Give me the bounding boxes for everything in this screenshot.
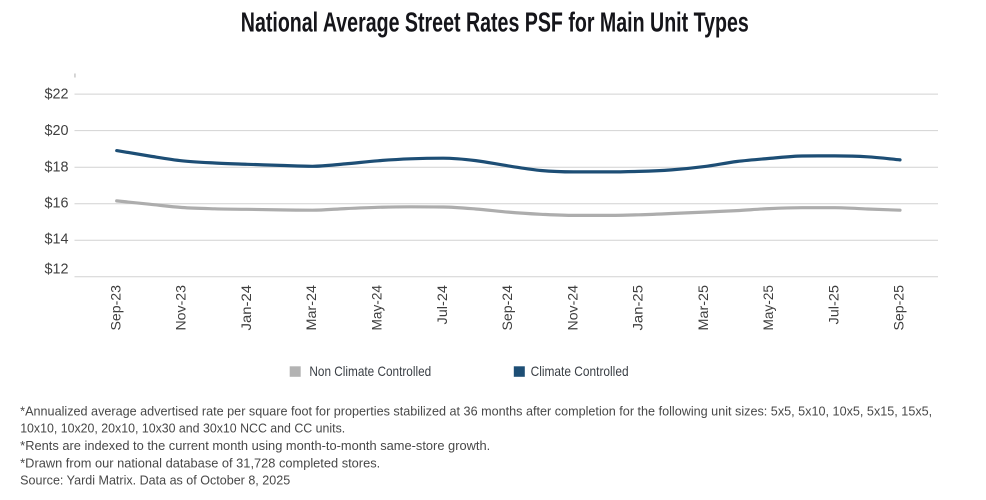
svg-text:*Annualized average advertised: *Annualized average advertised rate per … <box>20 405 932 419</box>
svg-text:Mar-25: Mar-25 <box>695 285 711 331</box>
svg-text:*Drawn from our national datab: *Drawn from our national database of 31,… <box>20 457 380 471</box>
svg-text:$18: $18 <box>45 159 69 175</box>
svg-text:Jan-25: Jan-25 <box>630 285 646 331</box>
svg-text:Sep-24: Sep-24 <box>499 285 515 331</box>
svg-text:Source: Yardi Matrix. Data as: Source: Yardi Matrix. Data as of October… <box>20 474 290 488</box>
svg-text:National Average Street Rates: National Average Street Rates PSF for Ma… <box>241 7 749 38</box>
svg-text:Non Climate Controlled: Non Climate Controlled <box>309 363 431 379</box>
svg-text:Nov-24: Nov-24 <box>564 285 580 331</box>
svg-text:$20: $20 <box>45 123 69 139</box>
svg-text:Nov-23: Nov-23 <box>173 285 189 331</box>
svg-text:$16: $16 <box>45 195 69 211</box>
svg-text:$12: $12 <box>45 262 69 278</box>
svg-text:Sep-23: Sep-23 <box>107 285 123 331</box>
svg-text:*Rents are indexed to the curr: *Rents are indexed to the current month … <box>20 439 490 453</box>
svg-text:10x10, 10x20, 20x10, 10x30 and: 10x10, 10x20, 20x10, 10x30 and 30x10 NCC… <box>20 422 345 436</box>
svg-text:$22: $22 <box>45 86 69 102</box>
svg-text:Jan-24: Jan-24 <box>238 285 254 331</box>
svg-text:May-24: May-24 <box>369 285 385 331</box>
svg-text:Climate Controlled: Climate Controlled <box>531 363 629 379</box>
svg-text:Sep-25: Sep-25 <box>891 285 907 331</box>
svg-text:Jul-25: Jul-25 <box>825 285 841 325</box>
svg-text:Jul-24: Jul-24 <box>434 285 450 325</box>
svg-text:$14: $14 <box>45 232 69 248</box>
svg-text:Mar-24: Mar-24 <box>303 285 319 331</box>
svg-text:May-25: May-25 <box>760 285 776 331</box>
